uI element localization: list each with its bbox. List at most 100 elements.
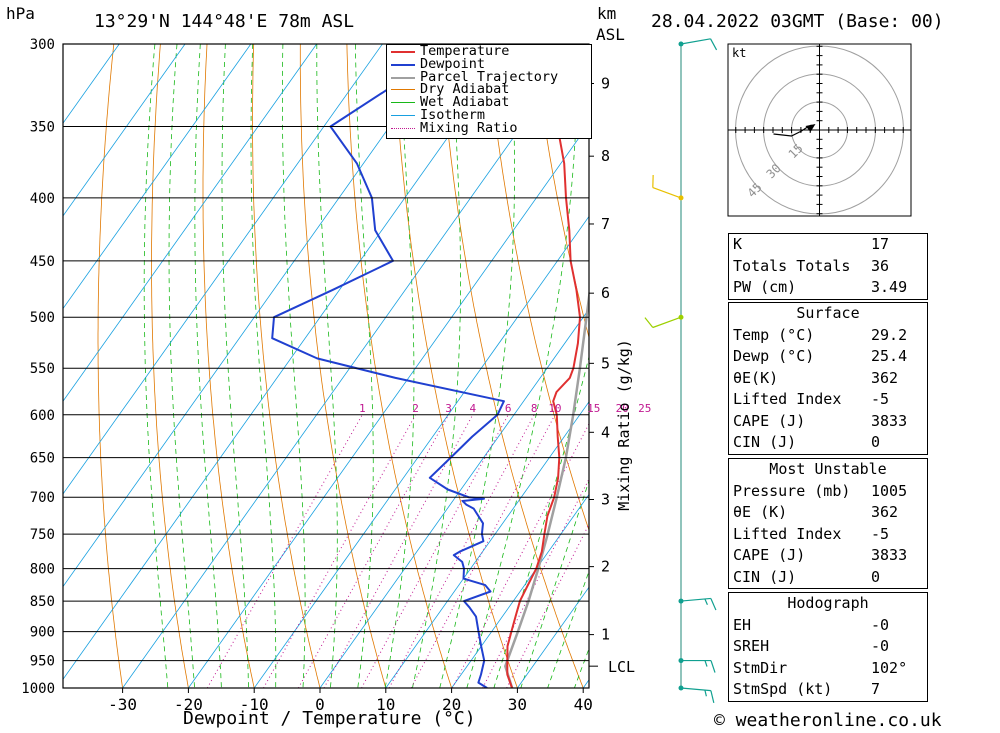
- pressure-tick-label: 550: [30, 361, 55, 377]
- wind-barb-shaft: [652, 187, 682, 199]
- km-tick-label: 2: [601, 558, 610, 576]
- wind-barb-shaft: [680, 687, 711, 692]
- km-tick-label: 3: [601, 491, 610, 509]
- isotherm-line: [63, 44, 252, 310]
- pressure-tick-label: 800: [30, 562, 55, 578]
- surface-row: CIN (J) 0: [733, 433, 881, 451]
- legend-item-dry-adiabat: Dry Adiabat: [387, 83, 591, 96]
- mu-row: Lifted Index -5: [733, 524, 890, 543]
- dry-adiabat-line: [202, 44, 255, 688]
- km-tick-label: 1: [601, 626, 610, 644]
- wind-barb-flag: [644, 317, 654, 328]
- km-tick-label: 7: [601, 215, 610, 233]
- x-tick-label: -20: [174, 695, 203, 714]
- dry-adiabat-line: [486, 44, 589, 532]
- mixing-ratio-value-label: 3: [445, 402, 452, 415]
- surface-row: θE(K) 362: [733, 368, 899, 387]
- mixing-ratio-value-label: 4: [469, 402, 476, 415]
- mu-row: CIN (J) 0: [733, 567, 881, 586]
- hodo-row: StmSpd (kt) 7: [733, 680, 881, 698]
- km-tick-label: 8: [601, 147, 610, 165]
- x-tick-label: 10: [376, 695, 395, 714]
- isotherm-line: [385, 401, 589, 688]
- mu-row: θE (K) 362: [733, 503, 899, 521]
- mixing-ratio-value-label: 20: [616, 402, 629, 415]
- x-tick-label: 40: [574, 695, 593, 714]
- legend-item-parcel: Parcel Trajectory: [387, 70, 591, 84]
- wind-barb-shaft: [680, 38, 711, 45]
- index-table-most-unstable: Most Unstable Pressure (mb) 1005 θE (K) 36…: [728, 458, 928, 589]
- surface-title: Surface: [796, 304, 860, 322]
- km-tick-label: 4: [601, 423, 610, 441]
- index-table-surface: Surface Temp (°C) 29.2 Dewp (°C) 25.4 θE(K…: [728, 302, 928, 455]
- mixing-ratio-value-label: 10: [548, 402, 561, 415]
- wind-barb-half-flag: [704, 689, 707, 697]
- wet-adiabat-line: [250, 44, 277, 688]
- wet-adiabat-line: [168, 44, 195, 688]
- wind-barb-shaft: [652, 316, 682, 329]
- isotherm-line: [63, 44, 449, 588]
- km-tick-label: 6: [601, 284, 610, 302]
- x-tick-label: 30: [508, 695, 527, 714]
- pressure-tick-label: 400: [30, 191, 55, 207]
- height-unit-asl: ASL: [596, 25, 625, 44]
- index-table-hodograph: Hodograph EH -0 SREH -0 StmDir 102° StmSpd …: [728, 592, 928, 702]
- credit[interactable]: © weatheronline.co.uk: [714, 710, 942, 731]
- storm-motion-arrow-icon: [805, 124, 816, 132]
- wind-barb-half-flag: [704, 660, 708, 667]
- isotherm-line: [63, 44, 515, 680]
- hodo-row: StmDir 102°: [733, 658, 908, 677]
- dry-adiabat-line: [393, 44, 518, 688]
- pressure-tick-label: 900: [30, 625, 55, 641]
- pressure-tick-label: 700: [30, 490, 55, 506]
- km-tick-label: 5: [601, 354, 610, 372]
- wet-adiabat-line: [384, 44, 415, 688]
- isotherm-line: [63, 44, 383, 495]
- wet-adiabat-line: [221, 44, 249, 688]
- mixing-ratio-value-label: 2: [412, 402, 419, 415]
- mixing-ratio-value-label: 8: [531, 402, 538, 415]
- datetime-title: 28.04.2022 03GMT (Base: 00): [651, 11, 944, 32]
- legend-item-dewpoint: Dewpoint: [387, 57, 591, 71]
- dry-adiabat-line: [252, 44, 321, 688]
- x-tick-label: -10: [240, 695, 269, 714]
- legend-item-mixing-ratio: Mixing Ratio: [387, 121, 591, 135]
- hodograph-unit: kt: [732, 46, 746, 60]
- wet-adiabat-line: [466, 44, 579, 688]
- isotherm-line: [188, 123, 589, 688]
- mu-row: CAPE (J) 3833: [733, 546, 908, 564]
- plot-frame: [62, 43, 590, 689]
- pressure-axis-unit: hPa: [6, 4, 35, 23]
- dry-adiabat-line: [533, 44, 589, 339]
- pressure-tick-label: 500: [30, 310, 55, 326]
- surface-row: Dewp (°C) 25.4: [733, 347, 908, 365]
- hodo-title: Hodograph: [787, 594, 869, 612]
- x-tick-label: 0: [315, 695, 325, 714]
- mixing-ratio-axis-label: Mixing Ratio (g/kg): [615, 339, 633, 511]
- mixing-ratio-value-label: 25: [638, 402, 651, 415]
- mixing-ratio-value-label: 6: [505, 402, 512, 415]
- wet-adiabat-line: [354, 44, 374, 688]
- x-tick-label: 20: [442, 695, 461, 714]
- wet-adiabat-line: [281, 44, 306, 688]
- isotherm-line: [253, 215, 589, 688]
- mixing-ratio-value-label: 1: [359, 402, 366, 415]
- wind-barb-shaft: [680, 597, 711, 602]
- isotherm-line: [451, 493, 589, 688]
- isotherm-line: [63, 44, 186, 217]
- wet-adiabat-line: [547, 570, 589, 688]
- pressure-tick-label: 950: [30, 654, 55, 670]
- wet-adiabat-line: [316, 44, 338, 688]
- plot-area: [63, 44, 589, 688]
- wet-adiabat-line: [520, 479, 589, 688]
- km-tick-label: 9: [601, 75, 610, 93]
- pressure-tick-label: 1000: [21, 681, 55, 697]
- height-unit-km: km: [597, 4, 617, 23]
- dry-adiabat-line: [346, 44, 453, 688]
- pressure-tick-label: 450: [30, 254, 55, 270]
- temperature-line: [506, 44, 581, 688]
- mixing-ratio-line: [451, 422, 589, 688]
